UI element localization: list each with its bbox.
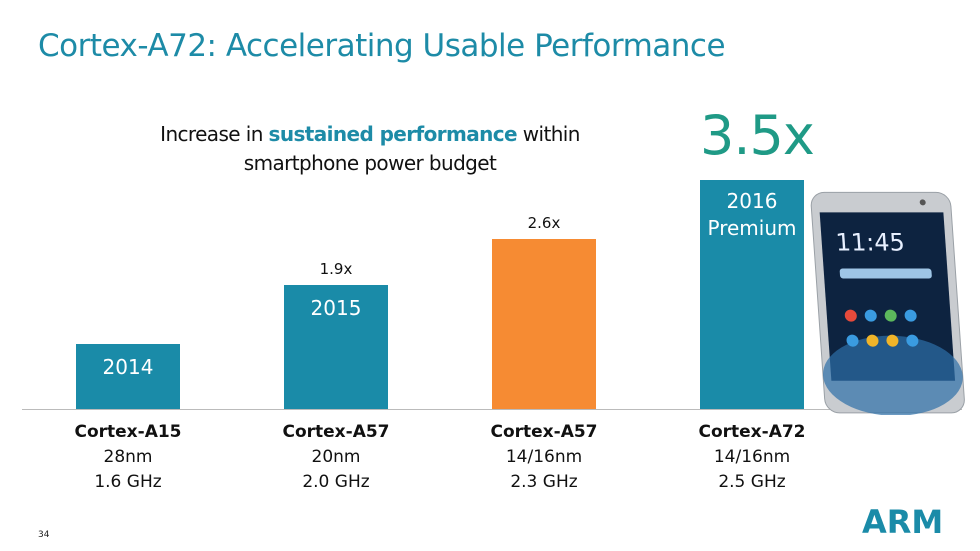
smartphone-image: 11:45 bbox=[810, 191, 965, 415]
bar-3 bbox=[492, 239, 596, 410]
bar-year-label: 2016 Premium bbox=[707, 189, 797, 240]
process-node: 28nm bbox=[103, 447, 153, 467]
page-number: 34 bbox=[38, 530, 50, 540]
headline-value: 3.5x bbox=[700, 104, 815, 167]
frequency: 2.5 GHz bbox=[718, 472, 786, 492]
bar-year-label: 2014 bbox=[102, 355, 154, 380]
process-node: 14/16nm bbox=[505, 447, 583, 467]
bar-2: 2015 bbox=[284, 285, 388, 410]
core-name: Cortex-A57 bbox=[490, 422, 598, 442]
category-label: Cortex-A15 28nm 1.6 GHz bbox=[38, 420, 218, 495]
phone-clock: 11:45 bbox=[835, 228, 906, 256]
bar-year-label: 2015 bbox=[310, 296, 362, 321]
baseline bbox=[22, 409, 962, 410]
subtitle-text-end: within smartphone power budget bbox=[243, 122, 581, 175]
bar-1: 2014 bbox=[76, 344, 180, 410]
core-name: Cortex-A15 bbox=[74, 422, 182, 442]
core-name: Cortex-A57 bbox=[282, 422, 390, 442]
category-label: Cortex-A57 20nm 2.0 GHz bbox=[246, 420, 426, 495]
category-label: Cortex-A72 14/16nm 2.5 GHz bbox=[662, 420, 842, 495]
process-node: 20nm bbox=[311, 447, 361, 467]
value-label: 1.9x bbox=[319, 260, 353, 279]
subtitle-text: Increase in bbox=[160, 122, 269, 146]
subtitle-highlight: sustained performance bbox=[268, 122, 518, 146]
core-name: Cortex-A72 bbox=[698, 422, 806, 442]
bar-4: 2016 Premium bbox=[700, 180, 804, 410]
frequency: 2.0 GHz bbox=[302, 472, 370, 492]
category-label: Cortex-A57 14/16nm 2.3 GHz bbox=[454, 420, 634, 495]
process-node: 14/16nm bbox=[713, 447, 791, 467]
frequency: 1.6 GHz bbox=[94, 472, 162, 492]
value-label: 2.6x bbox=[527, 214, 561, 233]
slide-title: Cortex-A72: Accelerating Usable Performa… bbox=[38, 28, 726, 64]
frequency: 2.3 GHz bbox=[510, 472, 578, 492]
subtitle: Increase in sustained performance within… bbox=[120, 120, 620, 178]
arm-logo: ARM bbox=[862, 503, 944, 541]
